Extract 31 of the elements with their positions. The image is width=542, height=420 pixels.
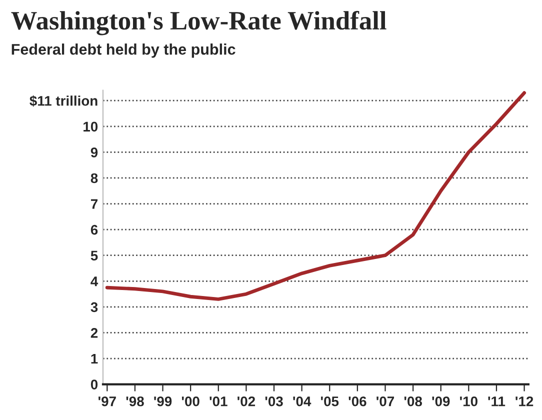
chart-subtitle: Federal debt held by the public [12, 44, 236, 58]
x-tick-label: '99 [154, 396, 172, 406]
y-tick-label: 2 [90, 328, 98, 338]
y-tick-label: $11 trillion [30, 95, 98, 107]
y-tick-label: 7 [90, 199, 98, 209]
y-tick-label: 5 [90, 250, 98, 261]
y-tick-label: 3 [90, 302, 98, 312]
x-tick-label: '11 [488, 396, 506, 406]
x-tick-label: '12 [516, 396, 534, 406]
x-tick-label: '06 [348, 396, 366, 406]
x-tick-label: '98 [126, 396, 144, 406]
y-tick-label: 1 [91, 354, 98, 364]
x-tick-label: '97 [98, 396, 116, 406]
x-tick-label: '02 [238, 396, 256, 406]
y-tick-label: 10 [84, 122, 98, 132]
y-tick-label: 6 [90, 224, 98, 235]
x-tick-label: '03 [265, 396, 283, 406]
x-tick-label: '08 [404, 396, 422, 406]
line-series [105, 91, 526, 301]
x-tick-label: '10 [460, 396, 478, 406]
x-tick-label: '00 [182, 396, 200, 406]
x-tick-label: '01 [210, 396, 228, 406]
y-tick-label: 0 [90, 380, 98, 390]
y-tick-label: 9 [90, 148, 98, 158]
y-tick-label: 4 [90, 276, 98, 286]
chart-title: Washington's Low-Rate Windfall [11, 10, 386, 36]
x-tick-label: '09 [432, 396, 450, 406]
y-tick-label: 8 [90, 173, 98, 184]
x-tick-label: '07 [376, 396, 394, 406]
x-tick-label: '04 [293, 396, 312, 406]
x-tick-label: '05 [320, 396, 339, 406]
